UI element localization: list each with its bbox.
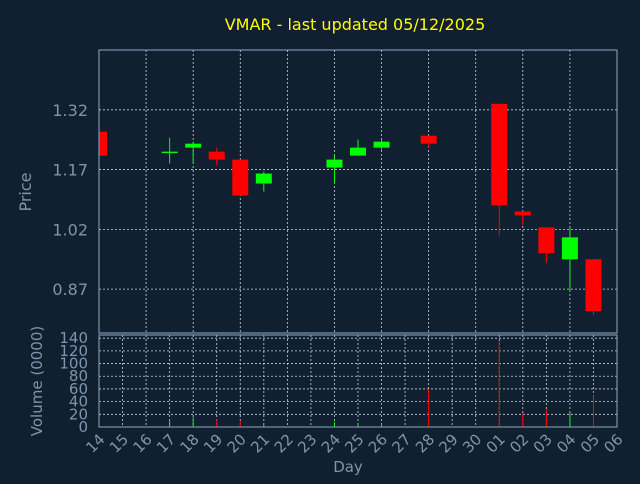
volume-bars	[98, 341, 594, 427]
price-tick-label: 1.02	[52, 220, 88, 239]
candle	[185, 141, 202, 164]
volume-tick-label: 100	[59, 355, 88, 373]
volume-tick-label: 120	[59, 342, 88, 360]
candle	[491, 103, 508, 236]
chart-title: VMAR - last updated 05/12/2025	[225, 15, 486, 34]
candle-body	[99, 131, 107, 156]
candle	[514, 211, 531, 226]
candle-body	[350, 147, 366, 156]
candle-body	[561, 237, 578, 260]
candle	[420, 135, 437, 148]
candle-body	[185, 143, 202, 148]
candle	[232, 159, 249, 196]
volume-plot-border	[98, 334, 618, 428]
volume-tick-label: 140	[59, 329, 88, 347]
x-axis-label: Day	[333, 458, 363, 476]
candle	[585, 259, 602, 316]
volume-tick-label: 80	[69, 367, 88, 385]
candle-body	[208, 151, 225, 160]
volume-tick-label: 0	[78, 418, 88, 436]
candle	[98, 131, 107, 156]
candle-body	[420, 135, 437, 144]
volume-tick-label: 60	[69, 380, 88, 398]
price-tick-label: 1.17	[52, 161, 88, 180]
candle	[208, 147, 225, 166]
candle-body	[161, 151, 178, 154]
candle-body	[373, 141, 390, 148]
candle	[561, 227, 578, 292]
candle	[538, 227, 555, 264]
candle-body	[232, 159, 249, 196]
price-tick-label: 0.87	[52, 280, 88, 299]
price-plot-border	[98, 49, 618, 334]
candle-body	[514, 211, 531, 216]
volume-tick-label: 20	[69, 405, 88, 423]
candle-body	[538, 227, 555, 254]
volume-tick-label: 40	[69, 393, 88, 411]
x-axis-ticks: 1415161718192021222324252627282930010203…	[82, 430, 626, 456]
candle	[255, 171, 272, 192]
volume-axis-label: Volume (0000)	[28, 326, 46, 436]
candle	[373, 139, 390, 150]
candle-body	[326, 159, 343, 168]
candle	[161, 137, 178, 164]
price-axis-label: Price	[16, 172, 35, 211]
price-tick-label: 1.32	[52, 101, 88, 120]
candle	[326, 155, 343, 184]
price-candles	[98, 103, 602, 316]
price-axis-ticks: 0.87 1.02 1.17 1.32	[52, 101, 88, 299]
candle-body	[255, 173, 272, 184]
candle-body	[585, 259, 602, 312]
candle-body	[491, 103, 508, 206]
candle	[350, 139, 366, 156]
